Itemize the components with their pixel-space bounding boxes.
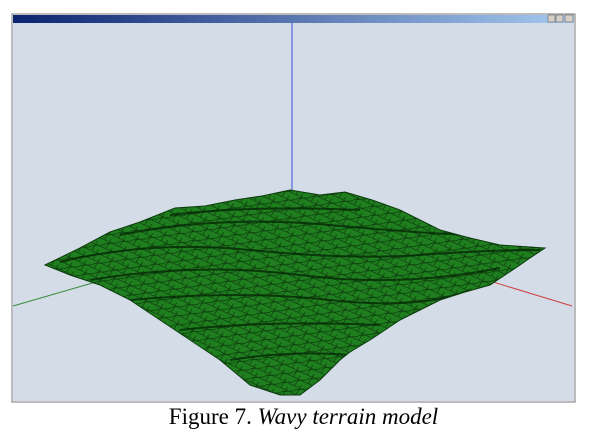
- minimize-button[interactable]: [547, 14, 556, 23]
- figure-caption: Figure 7. Wavy terrain model: [0, 404, 607, 430]
- caption-label: Figure 7.: [168, 404, 252, 429]
- caption-text: Wavy terrain model: [257, 404, 439, 429]
- maximize-button[interactable]: [555, 14, 564, 23]
- terrain-outline: [43, 189, 547, 396]
- close-button[interactable]: [564, 14, 574, 23]
- title-bar: [13, 15, 574, 23]
- terrain-window: [11, 13, 576, 403]
